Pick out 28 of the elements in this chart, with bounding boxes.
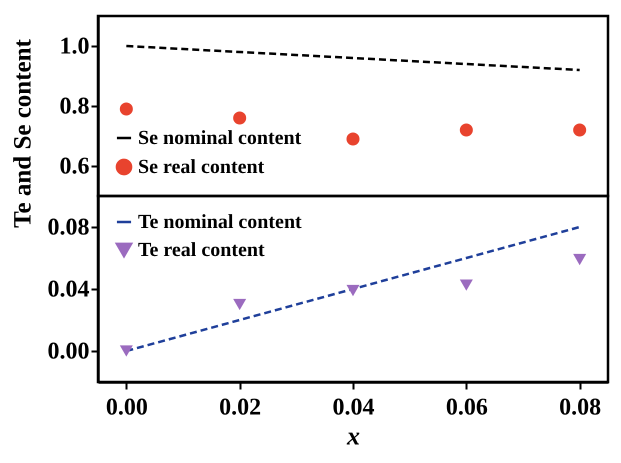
legend-label: Te nominal content [138,211,302,233]
x-axis-title: x [346,422,360,450]
legend-label: Te real content [138,239,265,261]
point [573,123,586,137]
legend-label: Se nominal content [138,127,302,149]
point [460,279,473,291]
line-series [125,44,581,72]
point [120,345,133,357]
x-tick-label: 0.00 [106,394,148,420]
point [233,298,246,310]
y-axis-title: Te and Se content [10,38,36,228]
point [460,123,473,137]
x-tick-label: 0.02 [219,394,262,420]
point [346,284,360,296]
legend-label: Se real content [138,156,265,178]
y-tick-label: 0.04 [48,276,90,302]
point [573,254,586,266]
x-tick-label: 0.08 [559,394,602,420]
point [346,132,360,146]
x-tick-label: 0.06 [446,394,488,420]
x-tick-label: 0.04 [332,394,374,420]
point [233,111,246,125]
point [120,102,133,116]
y-tick-label: 1.0 [60,34,90,60]
y-tick-label: 0.08 [48,214,90,240]
y-tick-label: 0.8 [60,94,90,120]
y-tick-label: 0.6 [60,154,90,180]
y-tick-label: 0.00 [48,338,90,364]
